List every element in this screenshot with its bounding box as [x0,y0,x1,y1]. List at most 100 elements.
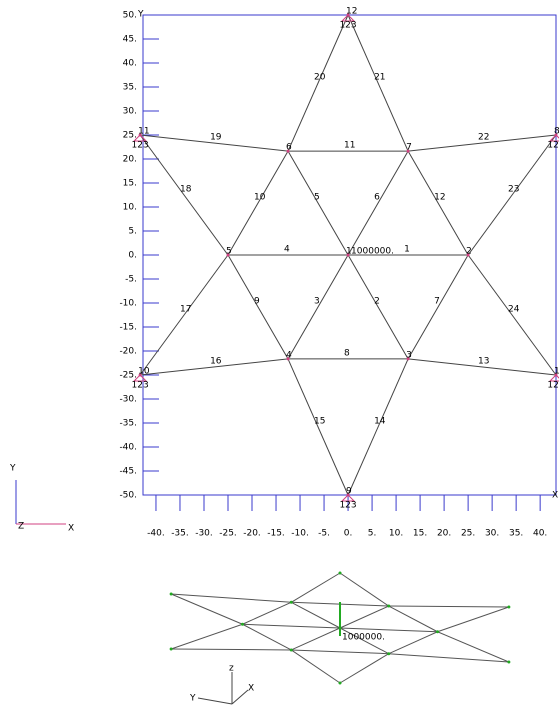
y-tick-label: 25. [123,131,137,141]
node-3d [507,660,511,664]
node-3d [387,604,391,608]
element-3d [388,631,438,655]
triad-y: Y [9,464,16,474]
node-3d [507,605,511,609]
y-tick-label: 0. [128,251,137,261]
node-label: 9 [346,487,352,497]
element [140,134,289,152]
element [227,150,289,256]
element-3d [170,623,243,650]
element-label: 18 [180,185,192,195]
support-label: 123 [339,501,356,511]
element-label: 17 [180,305,191,315]
x-tick-label: -30. [195,529,213,539]
node-3d [169,592,173,596]
element-3d [339,627,438,633]
node [554,373,558,377]
y-tick-label: -30. [119,395,137,405]
x-tick-label: 35. [509,529,523,539]
node [346,13,350,17]
node-label: 3 [406,350,412,360]
y-tick-label: -10. [119,299,137,309]
element-3d [388,653,509,663]
triad-x: X [68,524,74,534]
y-axis-label: Y [137,10,144,20]
node-label: 12 [346,7,357,17]
x-tick-label: -5. [318,529,330,539]
element-label: 14 [374,416,386,426]
load-label: 1000000. [351,247,394,257]
element-label: 5 [314,193,320,203]
y-tick-label: -15. [119,323,137,333]
support [340,494,356,502]
node-label: 4 [286,350,292,360]
element [467,134,557,256]
support [132,374,148,382]
element [347,150,409,256]
node [554,133,558,137]
node [138,133,142,137]
view3d-triad: z Y X [189,664,254,705]
element-3d [339,653,390,684]
element-3d [291,649,389,655]
element-label: 11 [344,141,355,151]
y-tick-label: 20. [123,155,137,165]
x-tick-label: -20. [243,529,261,539]
support [340,14,356,22]
element [287,254,349,360]
node [406,149,410,153]
node-label: 8 [554,127,559,137]
element-label: 19 [210,133,222,143]
x-tick-label: -35. [171,529,189,539]
x-tick-label: -40. [147,529,165,539]
element-label: 10 [254,193,266,203]
element-label: 23 [508,185,519,195]
element-3d [437,631,510,663]
support [132,134,148,142]
element-label: 2 [374,296,380,306]
element-3d [242,601,292,625]
x-tick-label: -10. [291,529,309,539]
node-3d [338,681,342,685]
y-tick-label: 10. [123,203,137,213]
y-tick-label: 50. [123,11,137,21]
v-x: X [248,684,254,694]
x-tick-label: -25. [219,529,237,539]
element-3d [388,605,438,633]
element [287,150,349,256]
node-3d [241,622,244,626]
triad-z: Z [18,522,24,532]
node-label: 10 [138,367,150,377]
x-axis-label: X [552,491,558,501]
x-tick-label: 0. [344,529,353,539]
element-3d [290,649,341,684]
node-label: 11 [138,127,149,137]
node-label: 1 [346,247,352,257]
y-tick-label: -50. [119,491,137,501]
y-tick-label: -5. [125,275,137,285]
element-label: 12 [434,193,445,203]
node-3d [289,600,293,604]
node [286,149,290,153]
x-tick-label: 5. [368,529,377,539]
y-tick-label: -20. [119,347,137,357]
support [548,374,559,382]
v-y: Y [189,694,196,704]
x-tick-label: 25. [461,529,475,539]
v-x-axis [231,689,249,705]
y-tick-label: -25. [119,371,137,381]
v-y-axis [197,697,233,705]
element [408,358,557,376]
element-label: 20 [314,73,326,83]
node-3d [338,571,342,575]
element [139,254,229,376]
support-label: 123 [132,381,149,391]
element [347,358,409,496]
y-tick-label: 35. [123,83,137,93]
element-3d [339,627,389,655]
x-tick-label: 30. [485,529,499,539]
node [226,253,230,257]
element-label: 8 [344,348,350,358]
x-tick-label: 40. [533,529,547,539]
